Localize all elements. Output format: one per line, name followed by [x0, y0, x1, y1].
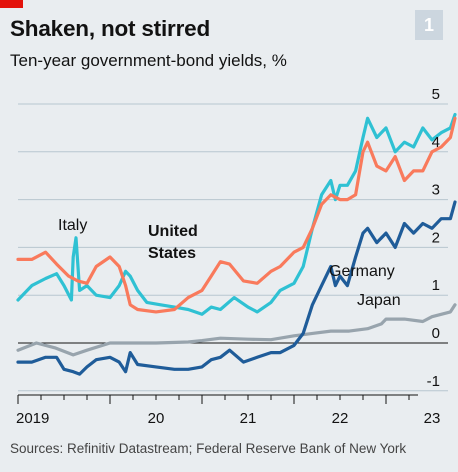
series-line-germany [16, 200, 457, 376]
y-tick-label: 5 [432, 86, 440, 103]
source-note: Sources: Refinitiv Datastream; Federal R… [10, 441, 407, 456]
gridlines [18, 103, 448, 392]
brand-tag [0, 0, 23, 8]
series-lines [16, 112, 457, 376]
series-label-united-states-line1: United [148, 223, 198, 240]
y-tick-label: 3 [432, 182, 440, 199]
x-axis: 2019 20 21 22 23 [16, 394, 441, 427]
series-label-united-states-line2: States [148, 245, 196, 262]
y-axis-ticks: 5 4 3 2 1 0 -1 [427, 86, 440, 390]
series-line-united-states [16, 116, 457, 314]
series-label-united-states: United States [148, 223, 202, 262]
series-line-japan [16, 303, 457, 357]
series-line-italy [16, 112, 457, 316]
y-tick-label: 4 [432, 134, 440, 151]
series-labels: Italy United States Germany Japan [58, 217, 401, 309]
x-tick-label: 2019 [16, 410, 49, 427]
x-tick-label: 21 [240, 410, 257, 427]
y-tick-label: -1 [427, 373, 440, 390]
x-tick-label: 22 [332, 410, 349, 427]
chart-title: Shaken, not stirred [10, 16, 210, 41]
x-tick-label: 23 [424, 410, 441, 427]
y-tick-label: 2 [432, 229, 440, 246]
chart-subtitle: Ten-year government-bond yields, % [10, 51, 287, 70]
chart-number-badge: 1 [415, 10, 443, 40]
series-label-germany: Germany [329, 263, 395, 280]
x-tick-label: 20 [148, 410, 165, 427]
y-tick-label: 1 [432, 277, 440, 294]
y-tick-label: 0 [432, 325, 440, 342]
series-label-japan: Japan [357, 292, 401, 309]
series-label-italy: Italy [58, 217, 87, 234]
